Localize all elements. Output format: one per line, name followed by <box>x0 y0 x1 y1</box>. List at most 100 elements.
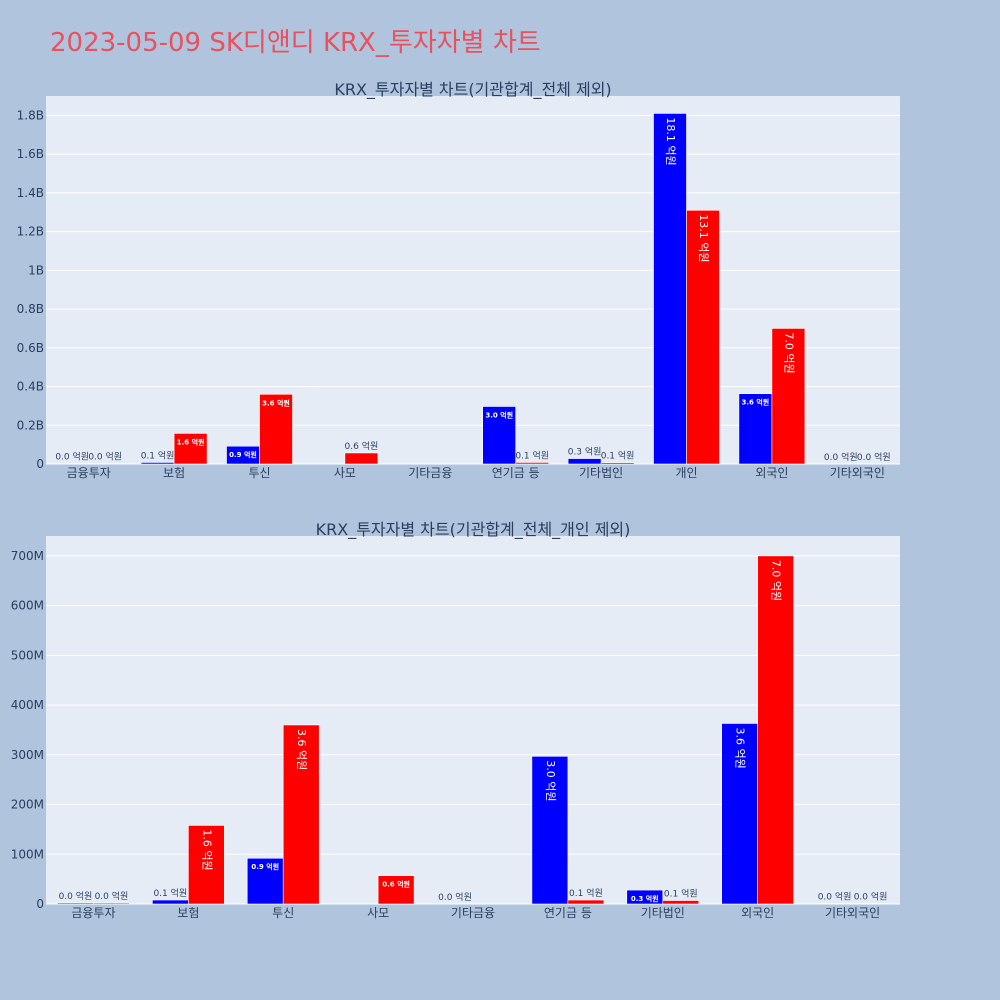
data-label: 0.9 억원 <box>251 862 279 871</box>
bar <box>57 902 94 905</box>
data-label: 18.1 억원 <box>664 117 677 165</box>
data-label: 0.3 억원 <box>631 894 659 903</box>
x-tick-label: 금융투자 <box>71 906 115 920</box>
data-label: 0.0 억원 <box>854 891 888 903</box>
data-label: 0.1 억원 <box>601 450 635 462</box>
x-tick-label: 금융투자 <box>67 466 111 480</box>
data-label: 0.0 억원 <box>59 890 93 902</box>
x-tick-label: 연기금 등 <box>544 906 592 920</box>
y-tick-label: 700M <box>11 549 44 563</box>
x-tick-label: 기타외국인 <box>825 906 880 920</box>
bar <box>344 452 379 465</box>
data-label: 3.6 억원 <box>262 398 290 407</box>
y-tick-label: 300M <box>11 748 44 762</box>
x-tick-label: 투신 <box>272 906 294 920</box>
data-label: 0.0 억원 <box>55 451 89 463</box>
data-label: 3.6 억원 <box>734 727 747 768</box>
bar <box>721 723 758 905</box>
y-tick-label: 1.8B <box>17 108 44 122</box>
bar <box>377 875 415 905</box>
bar <box>140 462 175 465</box>
data-label: 0.0 억원 <box>95 890 129 902</box>
x-tick-label: 개인 <box>675 466 697 480</box>
bar <box>515 462 550 465</box>
page-title: 2023-05-09 SK디앤디 KRX_투자자별 차트 <box>50 28 541 58</box>
data-label: 0.9 억원 <box>229 450 257 459</box>
y-tick-label: 600M <box>11 599 44 613</box>
x-tick-label: 기타외국인 <box>830 466 885 480</box>
data-label: 0.0 억원 <box>88 451 122 463</box>
bar <box>626 889 664 905</box>
y-tick-label: 500M <box>11 648 44 662</box>
x-tick-label: 보험 <box>177 906 199 920</box>
y-tick-label: 1.2B <box>17 225 44 239</box>
data-label: 7.0 억원 <box>782 332 795 373</box>
y-tick-label: 0.4B <box>17 380 44 394</box>
data-label: 0.6 억원 <box>382 880 410 889</box>
bar <box>771 328 806 465</box>
bar <box>686 209 720 465</box>
y-tick-label: 0.8B <box>17 302 44 316</box>
data-label: 0.1 억원 <box>153 887 187 899</box>
data-label: 0.1 억원 <box>569 887 603 899</box>
chart-top: 0 0.2B 0.4B 0.6B 0.8B 1B 1.2B 1.4B 1.6B 1.8B KRX_투… <box>17 80 900 480</box>
bar <box>738 393 773 465</box>
data-label: 1.6 억원 <box>177 437 205 446</box>
bar <box>259 393 293 465</box>
data-label: 1.6 억원 <box>200 829 213 870</box>
bar <box>93 902 130 905</box>
y-tick-label: 0.6B <box>17 341 44 355</box>
data-label: 0.0 억원 <box>818 891 852 903</box>
bar <box>173 433 208 465</box>
bar <box>662 900 700 905</box>
bar <box>531 756 569 905</box>
data-label: 0.1 억원 <box>664 888 698 900</box>
bar <box>152 899 189 905</box>
y-tick-label: 100M <box>11 847 44 861</box>
bar <box>482 406 517 465</box>
chart-bottom: 0 100M 200M 300M 400M 500M 600M 700M KRX_투자자별 차트… <box>11 520 900 920</box>
data-label: 0.0 억원 <box>857 451 891 463</box>
data-label: 13.1 억원 <box>697 214 710 262</box>
x-tick-label: 사모 <box>367 906 389 920</box>
bar <box>188 825 225 905</box>
x-tick-label: 외국인 <box>741 906 774 920</box>
data-label: 0.0 억원 <box>438 891 472 903</box>
x-tick-label: 기타법인 <box>641 906 685 920</box>
data-label: 0.3 억원 <box>568 446 602 458</box>
data-label: 0.6 억원 <box>345 440 379 452</box>
y-tick-label: 400M <box>11 698 44 712</box>
x-tick-label: 기타금융 <box>408 466 452 480</box>
x-tick-label: 기타금융 <box>451 906 495 920</box>
bar <box>757 555 794 905</box>
data-label: 3.0 억원 <box>485 410 513 419</box>
data-label: 3.6 억원 <box>742 398 770 407</box>
x-tick-label: 외국인 <box>755 466 788 480</box>
x-tick-label: 투신 <box>248 466 270 480</box>
bar <box>653 113 687 465</box>
data-label: 3.0 억원 <box>544 760 557 801</box>
data-label: 7.0 억원 <box>770 560 783 601</box>
bar <box>246 857 284 905</box>
x-tick-label: 사모 <box>334 466 356 480</box>
y-tick-label: 1B <box>28 263 44 277</box>
chart-title: KRX_투자자별 차트(기관합계_전체_개인 제외) <box>316 520 631 540</box>
x-tick-label: 보험 <box>163 466 185 480</box>
chart-title: KRX_투자자별 차트(기관합계_전체 제외) <box>334 80 611 100</box>
y-tick-label: 0 <box>36 457 44 471</box>
bar <box>567 458 602 465</box>
data-label: 3.6 억원 <box>295 729 308 770</box>
y-tick-label: 1.4B <box>17 186 44 200</box>
x-tick-label: 연기금 등 <box>492 466 540 480</box>
data-label: 0.0 억원 <box>824 451 858 463</box>
y-tick-label: 200M <box>11 798 44 812</box>
data-label: 0.1 억원 <box>141 449 175 461</box>
x-tick-label: 기타법인 <box>579 466 623 480</box>
bar <box>600 462 635 465</box>
data-label: 0.1 억원 <box>515 449 549 461</box>
bar <box>282 724 320 905</box>
bar <box>567 899 605 905</box>
y-tick-label: 1.6B <box>17 147 44 161</box>
y-tick-label: 0 <box>36 897 44 911</box>
